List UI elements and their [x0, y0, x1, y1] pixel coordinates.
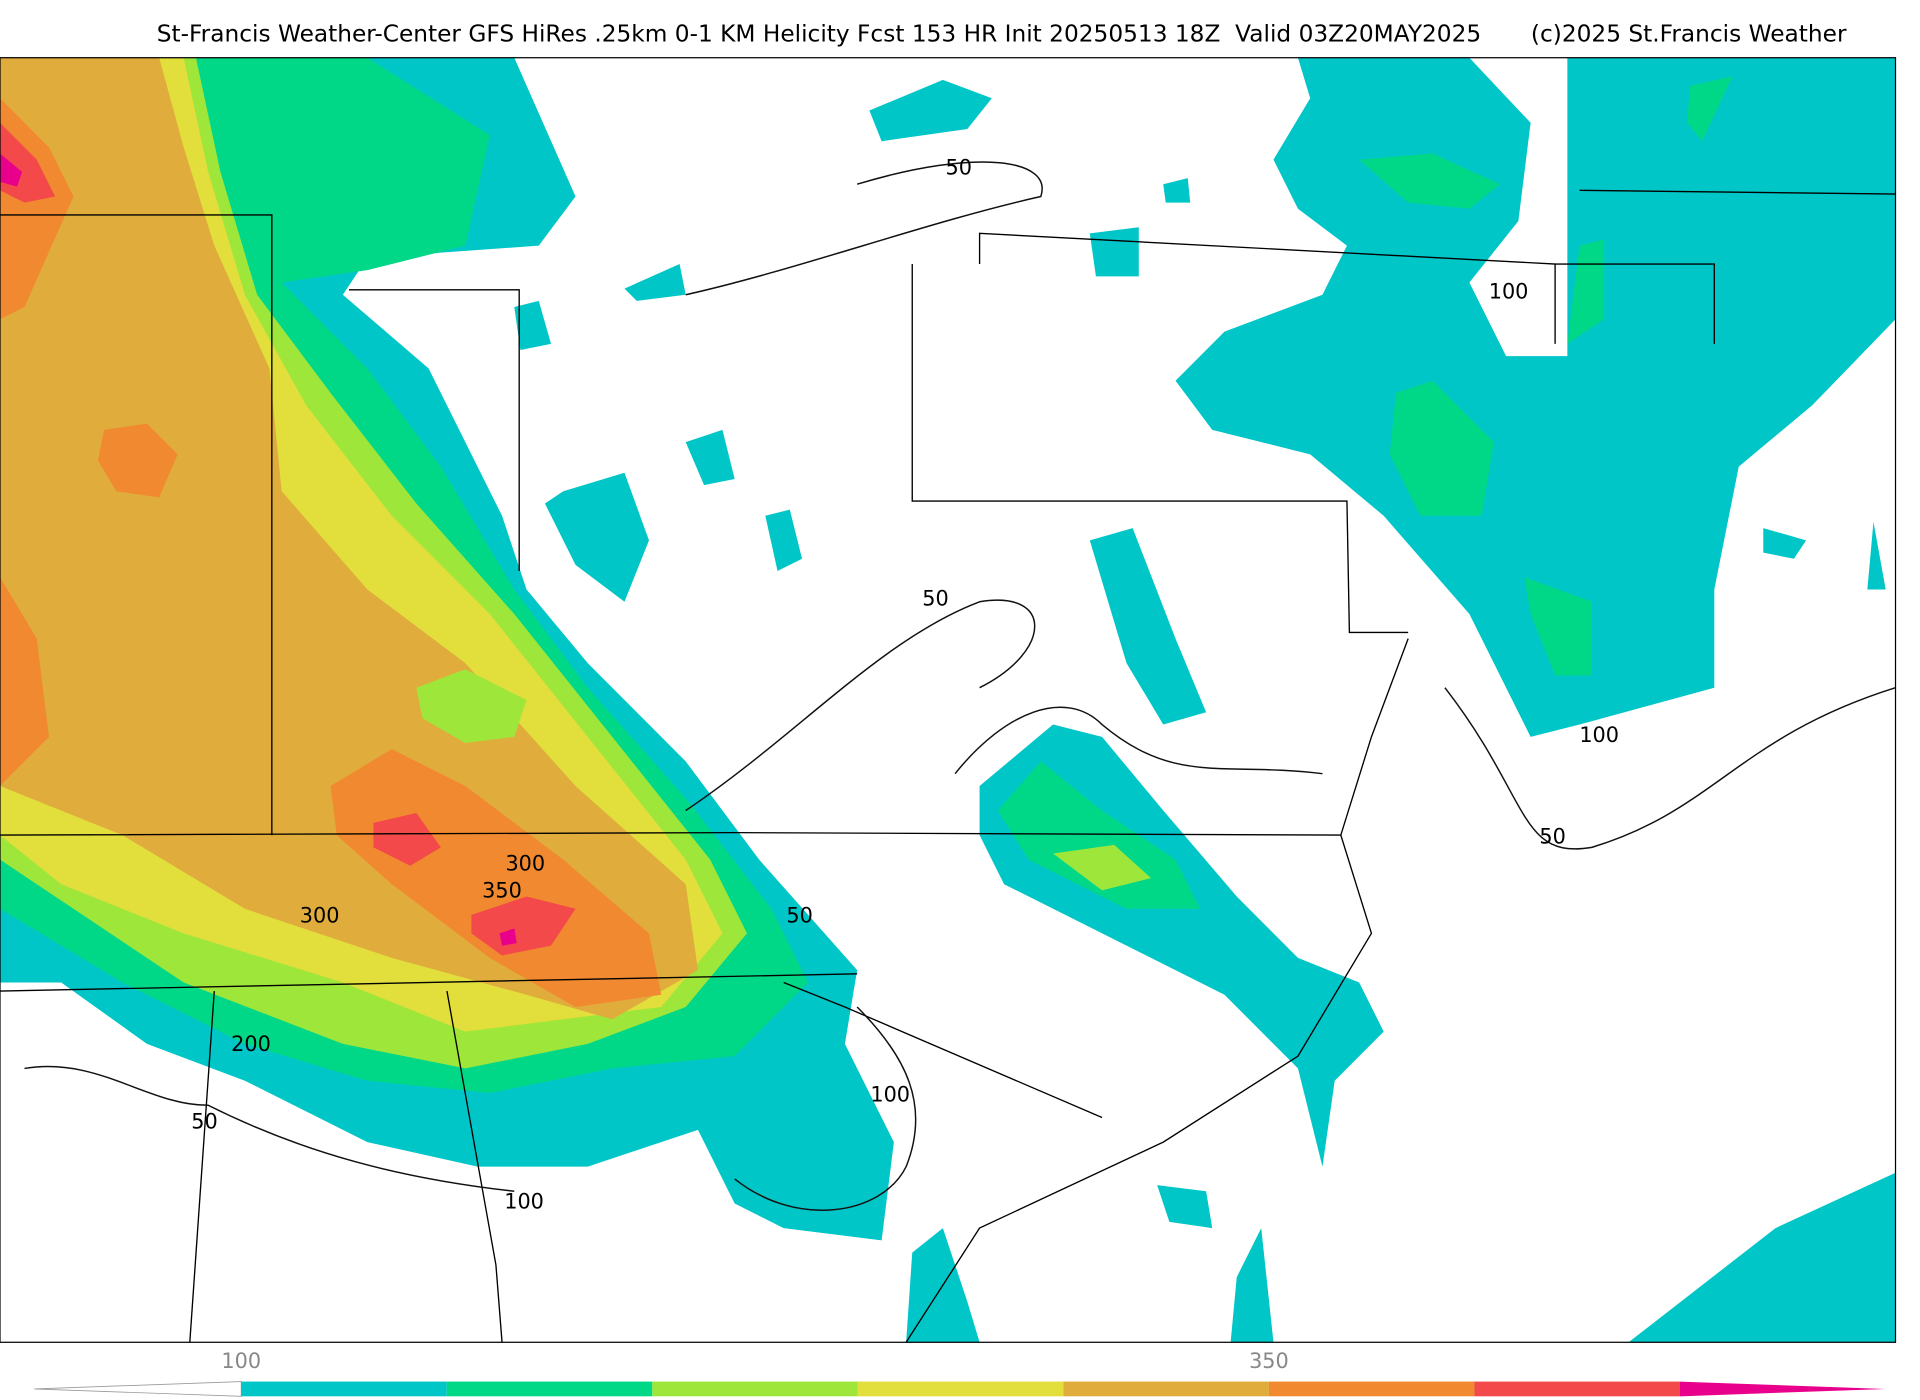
shade-450 [0, 153, 23, 187]
colorbar-segment [1063, 1381, 1269, 1397]
map-area [0, 57, 1897, 1343]
contour-label: 100 [504, 1189, 544, 1213]
shade-150 [1359, 153, 1500, 209]
shade-200 [1053, 844, 1152, 891]
contour-label: 300 [505, 852, 545, 876]
map-frame [0, 57, 1897, 1343]
contour-labels: 50 100 50 100 50 300 350 300 50 200 50 100 100 [191, 155, 1619, 1213]
shade-150 [1567, 239, 1605, 344]
colorbar-over [1680, 1381, 1886, 1397]
contour-label: 300 [300, 903, 340, 927]
shade-150 [1524, 577, 1592, 676]
shade-450 [499, 928, 517, 946]
contour-label: 100 [1489, 279, 1529, 303]
contour-label: 200 [231, 1032, 271, 1056]
colorbar-segment [652, 1381, 858, 1397]
shade-400 [471, 896, 576, 956]
contour-label: 50 [786, 903, 812, 927]
shade-100-blobs [514, 79, 1896, 1343]
colorbar-tick-label: 100 [221, 1349, 261, 1373]
contour-label: 50 [1539, 825, 1565, 849]
contour-label: 50 [922, 586, 948, 610]
colorbar-tick-label: 350 [1249, 1349, 1289, 1373]
colorbar-segment [857, 1381, 1064, 1397]
contour-label: 100 [870, 1083, 910, 1107]
colorbar-under [34, 1381, 242, 1397]
shade-350 [0, 577, 49, 786]
shade-150 [1389, 380, 1494, 516]
shade-200 [416, 669, 527, 743]
state-borders [0, 189, 1896, 1343]
shade-350 [97, 423, 178, 498]
shade-400 [373, 812, 441, 866]
shade-150 [1687, 76, 1733, 142]
shade-300 [0, 57, 698, 1020]
contour-label: 50 [946, 155, 972, 179]
contour-label: 100 [1579, 723, 1619, 747]
colorbar-segment [1268, 1381, 1475, 1397]
colorbar-segment [446, 1381, 653, 1397]
colorbar-segment [241, 1381, 447, 1397]
colorbar: 100 350 [34, 1349, 1886, 1397]
colorbar-segment [1474, 1381, 1680, 1397]
shade-350 [330, 749, 662, 1008]
shade-150 [997, 761, 1200, 909]
contour-label: 50 [191, 1110, 217, 1134]
contour-label: 350 [482, 879, 522, 903]
credit: (c)2025 St.Francis Weather [1531, 21, 1847, 48]
shade-100 [1175, 57, 1896, 737]
map-title: St-Francis Weather-Center GFS HiRes .25k… [157, 21, 1481, 48]
contours [24, 161, 1896, 1211]
